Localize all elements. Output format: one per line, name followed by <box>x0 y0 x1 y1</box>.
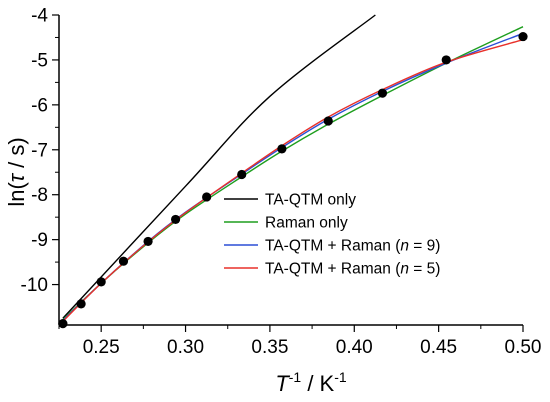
legend-label-italic: n <box>400 238 409 255</box>
data-point <box>143 236 153 247</box>
data-point <box>377 88 388 98</box>
series-line-1 <box>62 14 376 319</box>
data-point <box>202 192 212 202</box>
y-tick-label: -10 <box>21 275 48 296</box>
x-axis-title-rest: / K <box>301 371 334 396</box>
x-tick-label: 0.45 <box>420 337 457 358</box>
data-point <box>76 299 86 309</box>
x-axis-title-main: T <box>275 371 290 396</box>
legend-label-4: TA-QTM + Raman (n = 5) <box>265 261 440 278</box>
y-tick-label: -4 <box>31 6 48 27</box>
y-tick-label: -9 <box>31 230 48 251</box>
x-axis-title-sup2: -1 <box>334 369 347 385</box>
y-axis: -10 -9 -8 -7 -6 -5 -4 <box>21 6 59 296</box>
y-tick-label: -6 <box>31 95 48 116</box>
legend-label-tail: = 9) <box>409 238 440 255</box>
series-line-4 <box>62 39 524 322</box>
x-tick-label: 0.40 <box>336 337 373 358</box>
x-axis-title: T-1 / K-1 <box>275 369 347 396</box>
y-axis-title: ln(τ / s) <box>4 137 29 206</box>
y-tick-label: -8 <box>31 185 48 206</box>
x-tick-label: 0.50 <box>505 337 542 358</box>
y-axis-title-pre: ln( <box>4 182 29 207</box>
y-axis-title-var: τ <box>4 172 29 182</box>
data-point <box>323 116 333 126</box>
legend-label-text: TA-QTM only <box>265 192 356 209</box>
y-tick-label: -5 <box>31 50 48 71</box>
data-point <box>441 55 451 65</box>
legend-label-2: Raman only <box>265 215 348 232</box>
legend-label-text: Raman only <box>265 215 348 232</box>
fit-curves <box>62 14 524 322</box>
plot-frame <box>58 15 523 326</box>
legend-label-tail: = 5) <box>409 261 440 278</box>
legend-label-italic: n <box>400 261 409 278</box>
x-tick-label: 0.30 <box>167 337 204 358</box>
data-point <box>58 319 68 329</box>
x-tick-label: 0.35 <box>251 337 288 358</box>
data-point <box>118 256 129 266</box>
x-axis: 0.25 0.30 0.35 0.40 0.45 0.50 <box>58 325 542 358</box>
x-axis-title-sup1: -1 <box>289 369 302 385</box>
data-point <box>237 169 247 180</box>
data-points <box>58 31 528 329</box>
legend-label-text: TA-QTM + Raman ( <box>265 238 401 255</box>
y-tick-label: -7 <box>31 140 48 161</box>
y-axis-title-post: / s) <box>4 137 29 174</box>
legend-label-1: TA-QTM only <box>265 192 356 209</box>
x-tick-label: 0.25 <box>83 337 120 358</box>
data-point <box>96 277 106 287</box>
data-point <box>518 31 528 42</box>
data-point <box>277 144 287 154</box>
data-point <box>170 214 181 225</box>
legend-label-text: TA-QTM + Raman ( <box>265 261 401 278</box>
legend-label-3: TA-QTM + Raman (n = 9) <box>265 238 440 255</box>
